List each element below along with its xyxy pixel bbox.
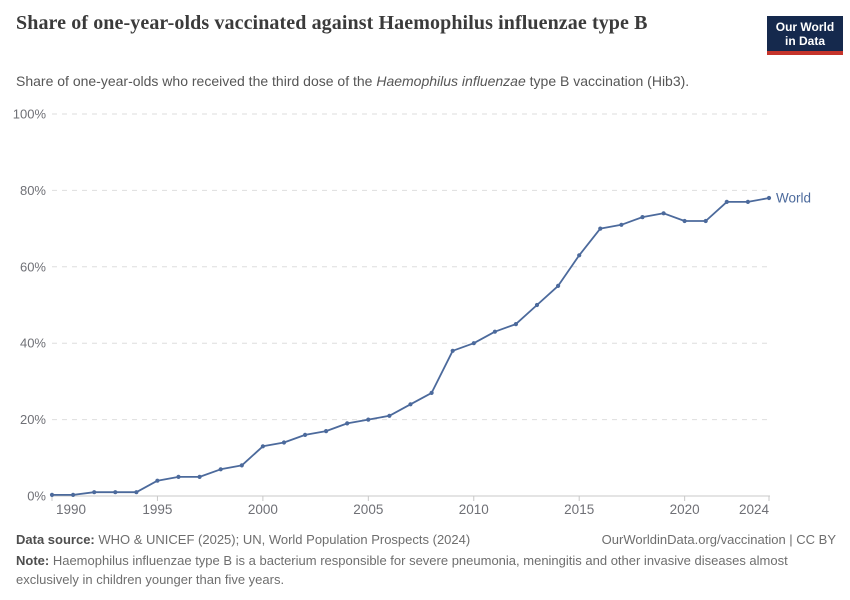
data-point xyxy=(366,417,371,422)
data-point xyxy=(218,467,223,472)
owid-logo[interactable]: Our World in Data xyxy=(767,16,843,55)
data-point xyxy=(155,478,160,483)
data-point xyxy=(281,440,287,445)
attribution-link[interactable]: OurWorldinData.org/vaccination | CC BY xyxy=(601,532,836,547)
data-point xyxy=(408,402,413,407)
chart-note: Note: Haemophilus influenzae type B is a… xyxy=(16,552,788,589)
data-point xyxy=(260,444,265,449)
data-point xyxy=(534,302,540,308)
y-axis-tick-label: 20% xyxy=(20,412,46,427)
note-label: Note: xyxy=(16,553,50,568)
data-point xyxy=(197,474,202,479)
data-point xyxy=(556,283,561,288)
data-point xyxy=(324,429,329,434)
data-point xyxy=(513,322,519,327)
logo-line-1: Our World xyxy=(775,20,835,34)
data-point xyxy=(303,432,308,437)
series-end-label: World xyxy=(776,191,811,206)
data-point xyxy=(92,490,97,495)
x-axis-tick-label: 2024 xyxy=(739,502,770,517)
note-text: Haemophilus influenzae type B is a bacte… xyxy=(16,553,788,587)
data-source-text: WHO & UNICEF (2025); UN, World Populatio… xyxy=(94,532,471,547)
data-point xyxy=(429,390,434,395)
data-point xyxy=(71,492,76,497)
line-chart: 0% 20% 40% 60% 80% 100% 1990 1995 2000 2005 2010 20… xyxy=(13,107,811,518)
x-axis-tick-label: 2010 xyxy=(459,502,489,517)
data-point xyxy=(492,329,497,334)
chart-subtitle: Share of one-year-olds who received the … xyxy=(16,73,690,89)
world-series-line xyxy=(51,197,770,496)
y-axis-tick-label: 40% xyxy=(20,336,46,351)
data-point xyxy=(345,421,350,426)
data-point xyxy=(745,199,751,204)
y-axis-tick-label: 0% xyxy=(27,489,46,504)
x-axis-tick-label: 2005 xyxy=(353,502,383,517)
data-point xyxy=(724,199,729,204)
data-point xyxy=(577,253,582,258)
data-source: Data source: WHO & UNICEF (2025); UN, Wo… xyxy=(16,532,470,547)
data-point xyxy=(598,226,603,231)
data-point xyxy=(766,195,772,201)
data-source-label: Data source: xyxy=(16,532,95,547)
data-point xyxy=(113,490,118,495)
data-point xyxy=(661,211,666,216)
footer: Data source: WHO & UNICEF (2025); UN, Wo… xyxy=(16,532,836,547)
x-axis-tick-label: 2000 xyxy=(248,502,278,517)
y-axis-tick-label: 100% xyxy=(13,107,47,122)
data-point xyxy=(239,463,244,468)
data-point xyxy=(640,215,645,220)
data-point xyxy=(176,474,181,479)
x-axis-tick-label: 2015 xyxy=(564,502,594,517)
data-point xyxy=(471,341,476,346)
data-point xyxy=(619,222,624,227)
y-axis-tick-label: 80% xyxy=(20,183,46,198)
data-point xyxy=(450,348,455,353)
data-point xyxy=(387,413,392,418)
x-axis-tick-label: 1990 xyxy=(56,502,86,517)
logo-line-2: in Data xyxy=(784,34,825,48)
y-axis-tick-label: 60% xyxy=(20,259,46,274)
data-point xyxy=(49,492,55,497)
x-axis-tick-label: 2020 xyxy=(670,502,700,517)
data-point xyxy=(703,218,708,224)
page-title: Share of one-year-olds vaccinated agains… xyxy=(16,12,648,34)
data-point xyxy=(134,490,139,495)
data-point xyxy=(682,218,687,224)
x-axis-tick-label: 1995 xyxy=(142,502,172,517)
